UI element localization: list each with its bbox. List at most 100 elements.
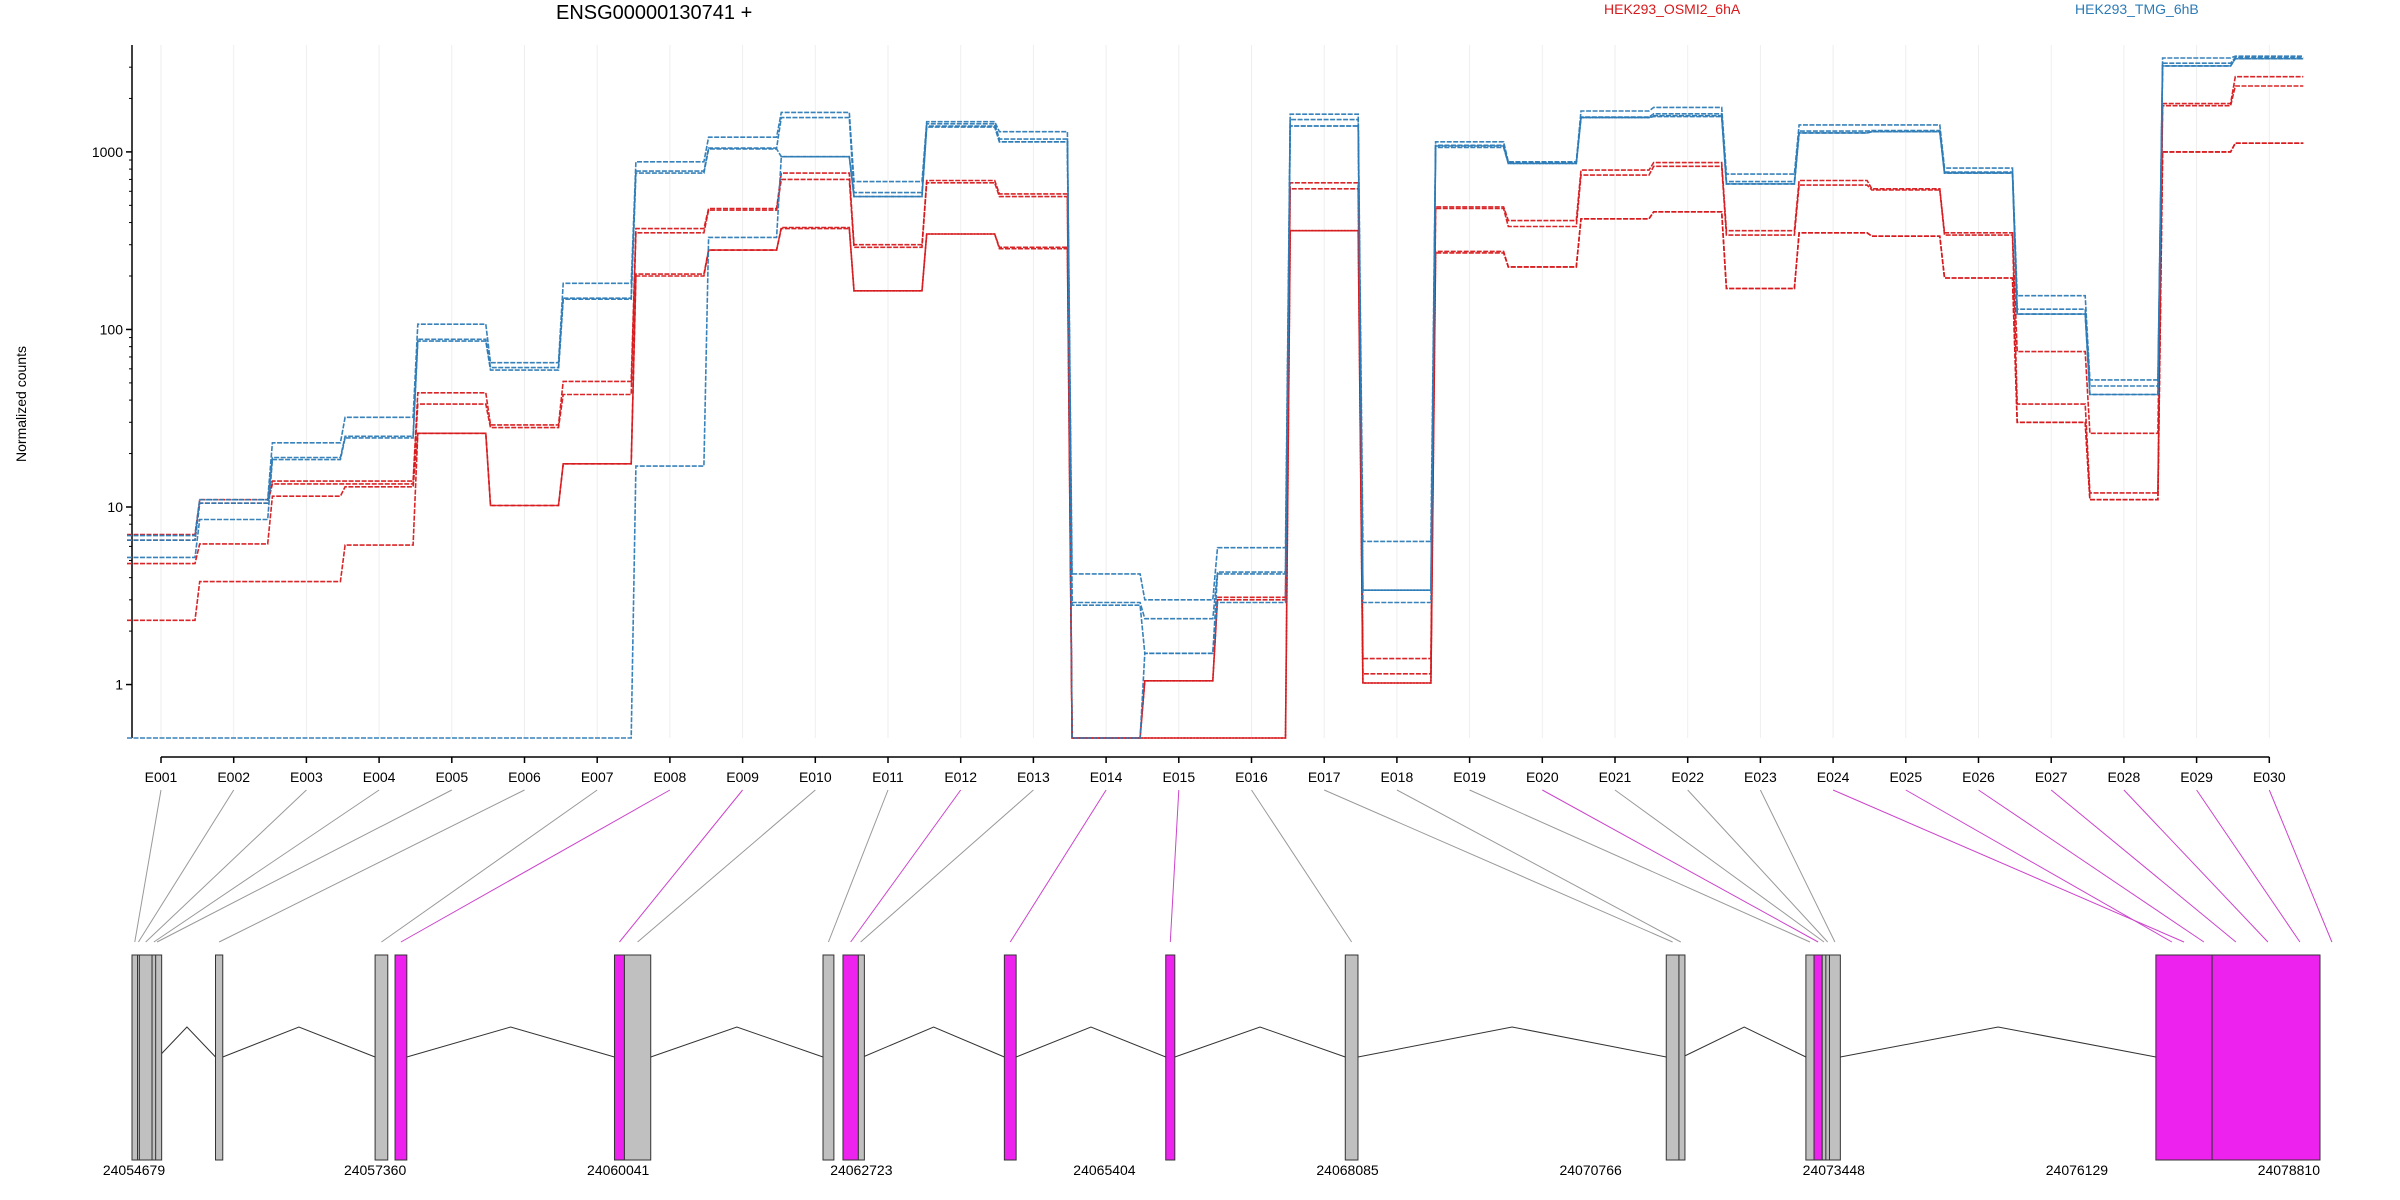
grid-layer xyxy=(160,45,2270,738)
bin-connector xyxy=(145,789,307,943)
x-tick-label: E008 xyxy=(654,769,687,785)
intron-line xyxy=(1840,1026,2156,1058)
x-tick-label: E015 xyxy=(1162,769,1195,785)
axis-layer: 1 10 100 1000 E001 E002 E003 E004 E005 E006 E007 E0… xyxy=(92,45,2286,785)
bin-connector xyxy=(637,789,816,943)
bin-connector xyxy=(860,789,1034,943)
x-tick-label: E011 xyxy=(872,769,904,785)
bin-connector xyxy=(1614,789,1825,943)
series-line-4 xyxy=(127,55,2304,601)
x-tick-label: E005 xyxy=(435,769,468,785)
exon-box xyxy=(155,954,163,1161)
x-tick-label: E002 xyxy=(217,769,250,785)
gene-model: 24054679 24057360 24060041 24062723 24065404… xyxy=(103,954,2321,1178)
genomic-tick-label: 24068085 xyxy=(1316,1162,1379,1178)
legend-tmg: HEK293_TMG_6hB xyxy=(2075,1,2199,17)
genomic-tick-label: 24078810 xyxy=(2258,1162,2321,1178)
x-tick-label: E004 xyxy=(363,769,396,785)
bin-connector xyxy=(1469,789,1811,943)
bin-connector xyxy=(619,789,743,943)
bin-connector xyxy=(2050,789,2237,943)
x-tick-label: E007 xyxy=(581,769,614,785)
bin-connector xyxy=(850,789,962,943)
genomic-tick-label: 24070766 xyxy=(1559,1162,1622,1178)
x-tick-label: E016 xyxy=(1235,769,1268,785)
exon-box xyxy=(842,954,859,1161)
x-tick-label: E029 xyxy=(2180,769,2213,785)
genomic-tick-label: 24073448 xyxy=(1803,1162,1866,1178)
x-tick-label: E010 xyxy=(799,769,832,785)
x-tick-label: E022 xyxy=(1671,769,1704,785)
x-tick-label: E025 xyxy=(1889,769,1922,785)
genomic-tick-label: 24054679 xyxy=(103,1162,166,1178)
series-line-1 xyxy=(127,85,2304,739)
intron-line xyxy=(1682,1026,1807,1058)
intron-line xyxy=(406,1026,615,1058)
x-tick-label: E028 xyxy=(2108,769,2141,785)
exon-box xyxy=(215,954,224,1161)
exon-box xyxy=(1678,954,1686,1161)
bin-connector xyxy=(1542,789,1819,943)
bin-connector xyxy=(1396,789,1682,943)
exon-box xyxy=(1828,954,1841,1161)
bin-connector xyxy=(400,789,671,943)
exon-box xyxy=(857,954,865,1161)
exon-box xyxy=(394,954,408,1161)
exon-box xyxy=(613,954,625,1161)
bin-connector xyxy=(1251,789,1353,943)
legend-osmi2: HEK293_OSMI2_6hA xyxy=(1604,1,1741,17)
y-tick-label: 10 xyxy=(107,499,123,515)
x-tick-label: E019 xyxy=(1453,769,1486,785)
x-tick-label: E023 xyxy=(1744,769,1777,785)
bin-connector xyxy=(1009,789,1107,943)
exon-box xyxy=(138,954,153,1161)
x-tick-label: E026 xyxy=(1962,769,1995,785)
exon-box xyxy=(822,954,835,1161)
bin-connector xyxy=(2268,789,2333,943)
bin-connector xyxy=(1169,789,1180,943)
x-tick-label: E021 xyxy=(1599,769,1632,785)
bin-connector xyxy=(1324,789,1673,943)
bin-connector xyxy=(827,789,889,943)
intron-line xyxy=(1015,1026,1166,1058)
series-line-5 xyxy=(127,56,2304,620)
x-tick-label: E017 xyxy=(1308,769,1341,785)
x-tick-label: E024 xyxy=(1817,769,1850,785)
x-tick-label: E003 xyxy=(290,769,323,785)
bin-connector xyxy=(156,789,453,943)
genomic-tick-label: 24065404 xyxy=(1073,1162,1136,1178)
genomic-tick-label: 24057360 xyxy=(344,1162,407,1178)
x-tick-label: E018 xyxy=(1381,769,1414,785)
exon-box xyxy=(1344,954,1359,1161)
bin-connector xyxy=(1905,789,2173,943)
x-tick-label: E006 xyxy=(508,769,541,785)
bin-connector xyxy=(2123,789,2269,943)
exon-box xyxy=(2155,954,2213,1161)
y-tick-label: 100 xyxy=(100,321,124,337)
bin-connector xyxy=(381,789,598,943)
intron-line xyxy=(222,1026,376,1058)
genomic-tick-label: 24060041 xyxy=(587,1162,650,1178)
bin-connector xyxy=(1832,789,2185,943)
bin-connector xyxy=(218,789,525,943)
bin-connector xyxy=(1687,789,1829,943)
x-tick-label: E027 xyxy=(2035,769,2068,785)
exon-box xyxy=(1165,954,1176,1161)
genomic-tick-label: 24062723 xyxy=(830,1162,893,1178)
exon-box xyxy=(1665,954,1680,1161)
chart-title: ENSG00000130741 + xyxy=(556,2,753,24)
intron-line xyxy=(1174,1026,1346,1058)
bin-connector xyxy=(1978,789,2205,943)
series-line-6 xyxy=(127,57,2304,655)
x-tick-label: E014 xyxy=(1090,769,1123,785)
x-tick-label: E030 xyxy=(2253,769,2286,785)
bin-connector xyxy=(138,789,235,943)
x-tick-label: E001 xyxy=(145,769,178,785)
exon-box xyxy=(1805,954,1815,1161)
bin-connector xyxy=(153,789,380,943)
intron-line xyxy=(862,1026,1005,1058)
exon-box xyxy=(1813,954,1823,1161)
series-line-7 xyxy=(127,57,2304,739)
y-tick-label: 1 xyxy=(115,677,123,693)
